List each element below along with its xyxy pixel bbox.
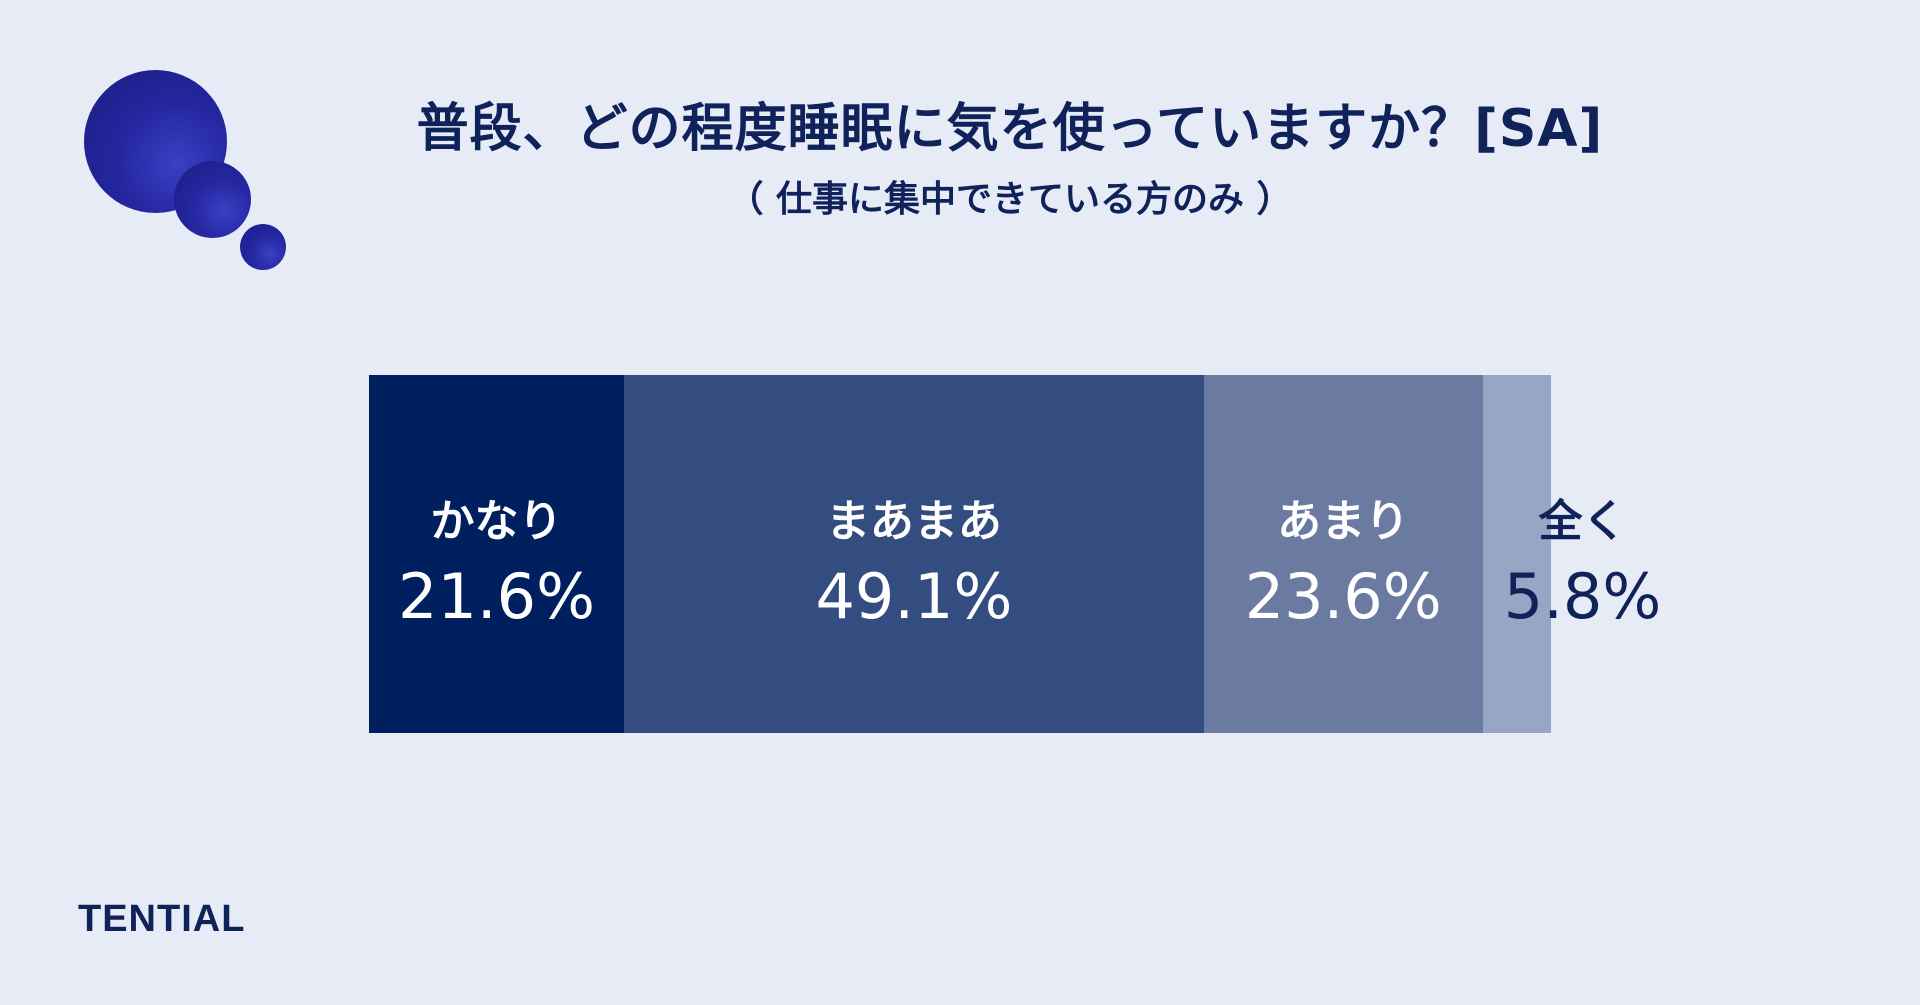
chart-subtitle: （ 仕事に集中できている方のみ ） xyxy=(727,179,1293,220)
segment-value-label: 49.1% xyxy=(815,560,1013,633)
chart-title: 普段、どの程度睡眠に気を使っていますか？[SA] xyxy=(416,99,1604,159)
stacked-bar xyxy=(369,375,1551,733)
bar-segment-2 xyxy=(624,375,1204,733)
segment-category-label: まあまあ xyxy=(825,496,1002,547)
segment-value-label: 21.6% xyxy=(398,560,595,633)
segment-category-label: 全く xyxy=(1538,496,1627,547)
small-bubble-icon xyxy=(240,224,286,270)
segment-category-label: あまり xyxy=(1277,496,1410,547)
bar-segment-1 xyxy=(369,375,625,733)
decorative-bubbles xyxy=(0,0,320,300)
bar-segment-3 xyxy=(1203,375,1483,733)
brand-logo: TENTIAL xyxy=(78,898,246,940)
segment-value-label: 5.8% xyxy=(1503,560,1662,633)
segment-category-label: かなり xyxy=(430,496,563,547)
medium-bubble-icon xyxy=(174,161,251,238)
bar-segment-4 xyxy=(1482,375,1551,733)
segment-value-label: 23.6% xyxy=(1244,560,1442,633)
